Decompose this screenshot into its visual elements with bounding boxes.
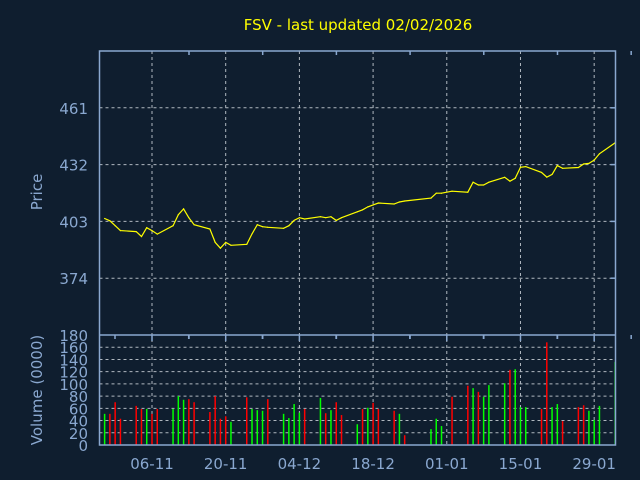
x-tick-label: 29-01 (572, 455, 616, 473)
price-tick-label: 461 (59, 100, 88, 118)
x-tick-label: 20-11 (204, 455, 248, 473)
volume-tick-label: 60 (69, 400, 88, 418)
price-tick-label: 432 (59, 157, 88, 175)
price-line (104, 142, 616, 250)
volume-tick-label: 80 (69, 388, 88, 406)
volume-tick-label: 40 (69, 413, 88, 431)
x-tick-label: 06-11 (130, 455, 174, 473)
plot-frame (98, 50, 617, 446)
volume-tick-label: 180 (59, 327, 88, 345)
price-axis-label: Price (28, 174, 46, 211)
x-tick-label: 15-01 (499, 455, 543, 473)
volume-tick-label: 120 (59, 364, 88, 382)
chart-title: FSV - last updated 02/02/2026 (244, 16, 473, 34)
price-tick-label: 374 (59, 270, 88, 288)
volume-tick-label: 100 (59, 376, 88, 394)
x-tick-label: 04-12 (278, 455, 322, 473)
volume-tick-label: 0 (78, 437, 88, 455)
x-tick-label: 18-12 (351, 455, 395, 473)
volume-axis-label: Volume (0000) (28, 335, 46, 445)
volume-tick-label: 160 (59, 339, 88, 357)
price-tick-label: 403 (59, 213, 88, 231)
volume-tick-label: 20 (69, 425, 88, 443)
x-tick-label: 01-01 (425, 455, 469, 473)
volume-tick-label: 140 (59, 351, 88, 369)
